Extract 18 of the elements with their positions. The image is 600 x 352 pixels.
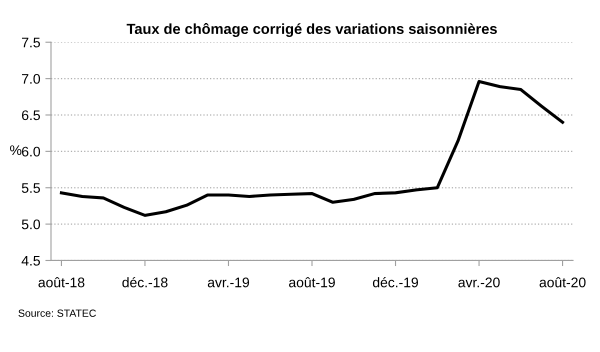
line-series <box>60 80 564 217</box>
x-tick-label: avr.-19 <box>208 278 250 288</box>
source-note: Source: STATEC <box>18 310 96 317</box>
y-tick-label: 4.5 <box>22 256 40 266</box>
x-tick-label: avr.-20 <box>458 278 500 288</box>
chart-title: Taux de chômage corrigé des variations saisonnières <box>126 23 497 37</box>
x-tick-label: août-20 <box>540 277 586 288</box>
x-tick-label: août-18 <box>38 277 84 288</box>
x-tick-label: déc.-19 <box>372 276 418 288</box>
y-tick-label: 7.5 <box>22 38 40 48</box>
y-tick-label: 5.5 <box>22 183 40 193</box>
y-tick-label: 5.0 <box>22 219 40 230</box>
y-tick-label: 7.0 <box>22 74 40 84</box>
x-tick-label: août-19 <box>289 277 335 288</box>
y-axis-title: % <box>10 145 22 156</box>
x-tick-label: déc.-18 <box>122 276 168 288</box>
y-tick-label: 6.5 <box>22 110 40 120</box>
y-tick-label: 6.0 <box>22 146 40 157</box>
